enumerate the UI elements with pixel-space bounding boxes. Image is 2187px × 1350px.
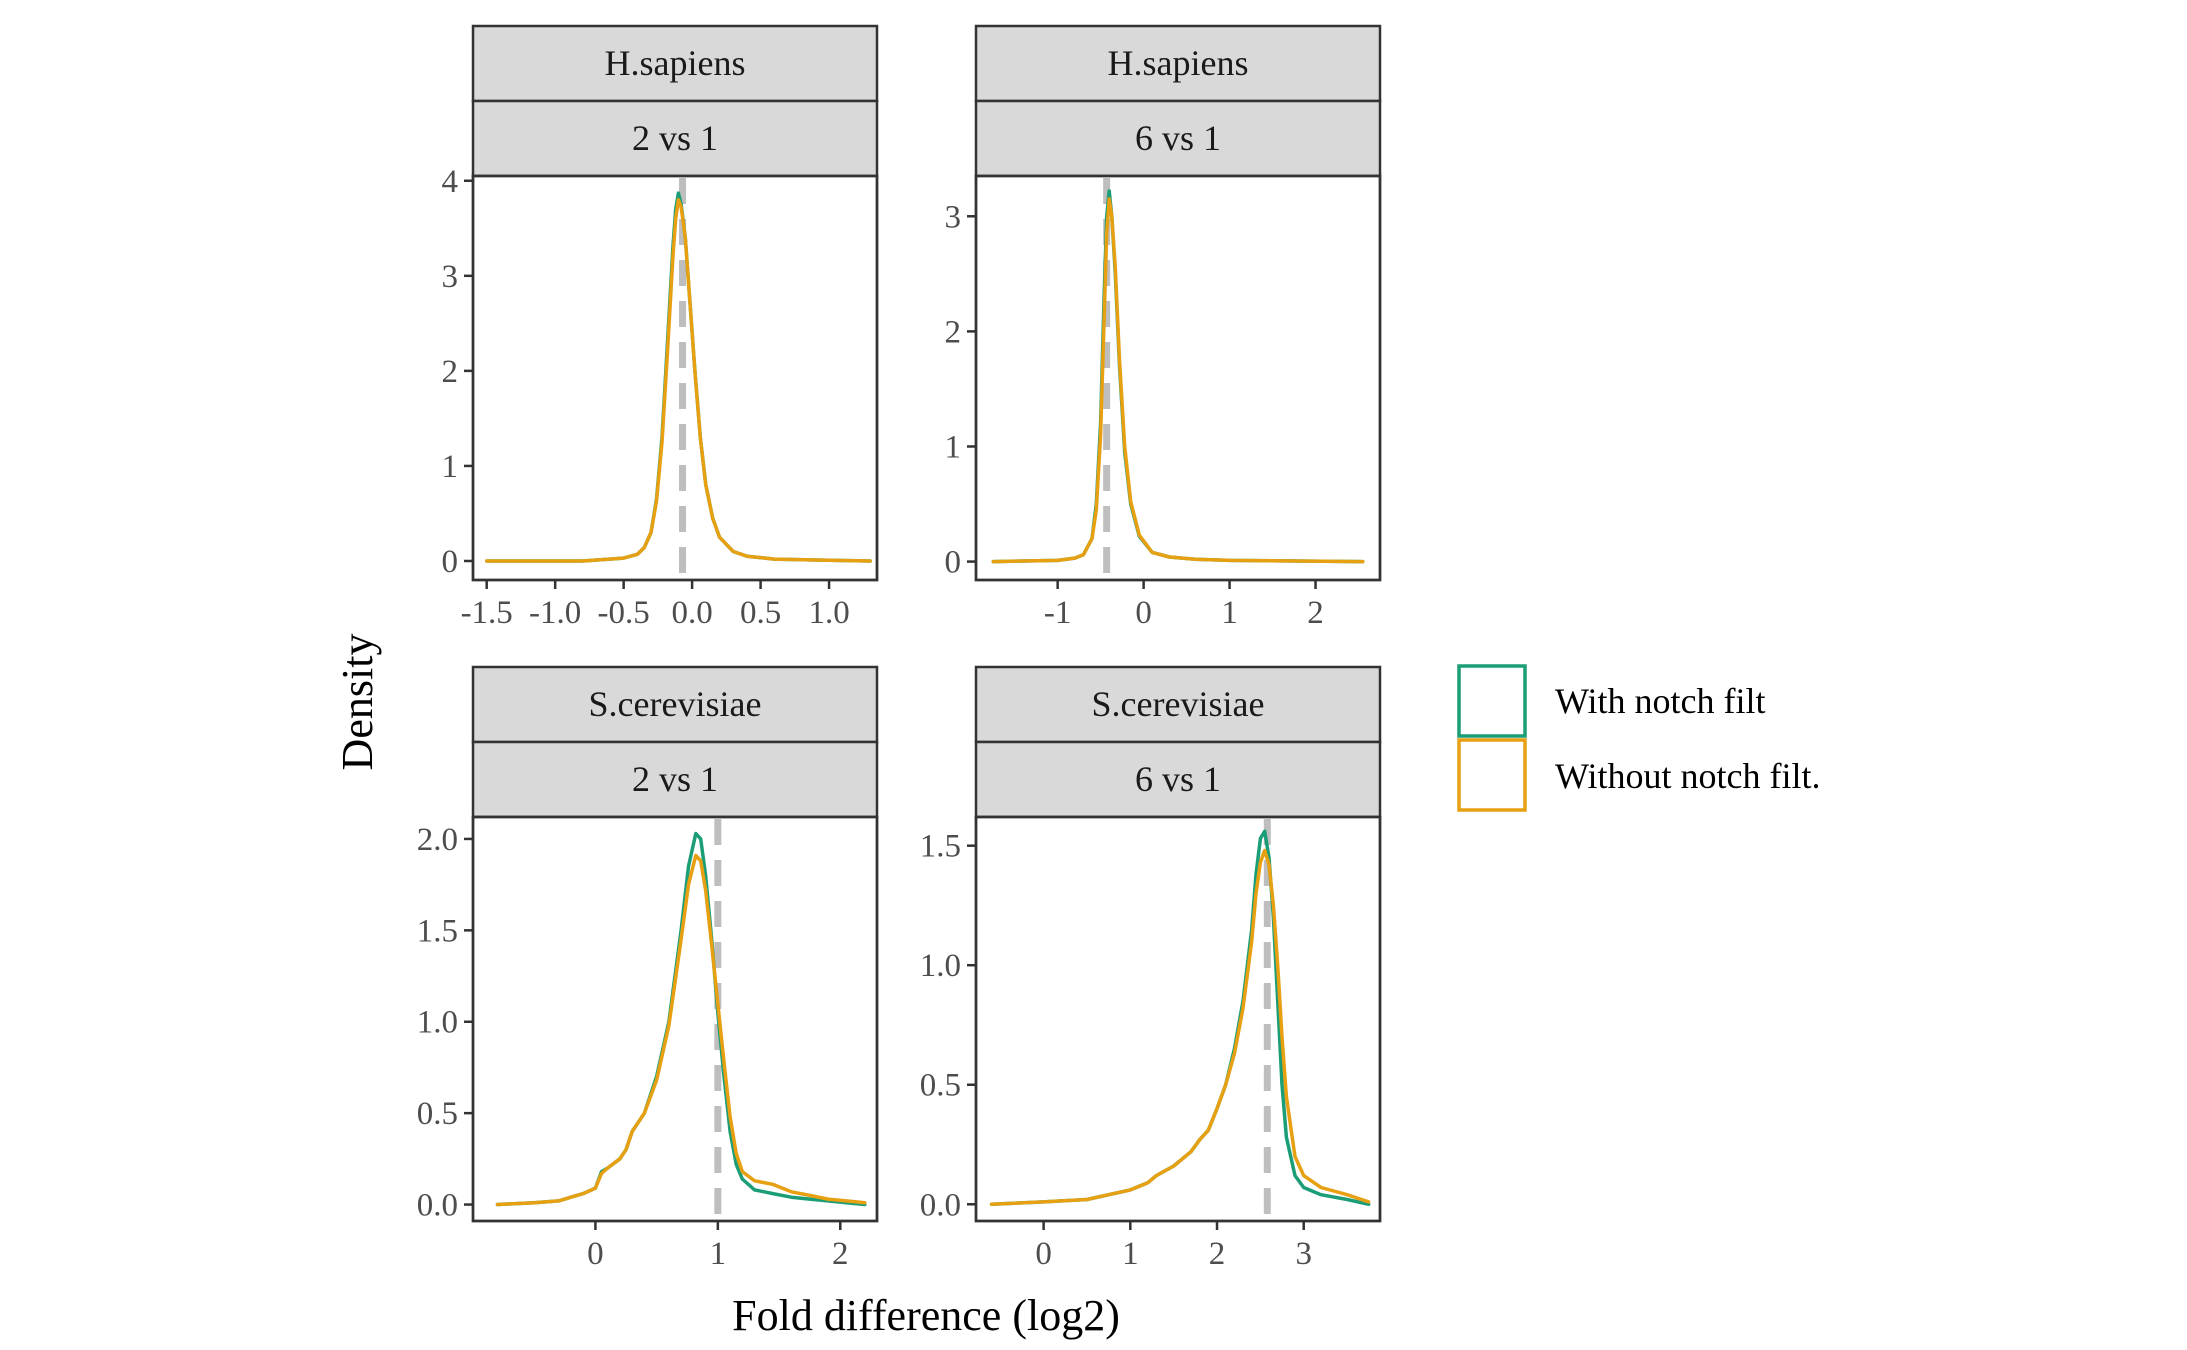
panel-border-sc-2v1 [471, 815, 879, 1223]
plot-area-sc-2v1 [471, 815, 879, 1223]
x-axis-title: Fold difference (log2) [732, 1291, 1120, 1340]
y-tick-label-sc-2v1-0: 0.0 [417, 1188, 458, 1224]
y-tick-label-sc-6v1-1: 0.5 [920, 1068, 961, 1104]
plot-area-hs-6v1 [974, 174, 1382, 582]
y-tick-label-hs-2v1-1: 1 [442, 449, 459, 485]
panel-hs-2v1: H.sapiens 2 vs 1 -1.5 -1.0 -0.5 0.0 0.5 1.0 0 1… [442, 24, 879, 631]
strip-comparison-hs-6v1: 6 vs 1 [1135, 118, 1221, 158]
strip-species-hs-6v1: H.sapiens [1108, 43, 1249, 83]
y-tick-label-hs-6v1-2: 2 [945, 314, 962, 350]
x-tick-label-hs-2v1-3: 0.0 [671, 595, 712, 631]
density-line-hs-2v1-without-notch [484, 198, 872, 563]
strip-species-hs-2v1: H.sapiens [605, 43, 746, 83]
y-tick-label-hs-2v1-0: 0 [442, 544, 459, 580]
legend-label-with-notch: With notch filt [1555, 681, 1766, 721]
panel-sc-2v1: S.cerevisiae 2 vs 1 0 1 2 0.0 0.5 1.0 1.5 2.0 [417, 665, 879, 1272]
x-tick-label-sc-6v1-2: 2 [1209, 1236, 1226, 1272]
density-line-hs-6v1-without-notch [991, 197, 1365, 564]
legend: With notch filt Without notch filt. [1457, 664, 1821, 812]
strip-bottom-hs-2v1 [471, 99, 879, 178]
panel-hs-6v1: H.sapiens 6 vs 1 -1 0 1 2 0 1 2 3 [945, 24, 1382, 631]
legend-key-without-notch [1457, 738, 1527, 812]
x-tick-label-hs-6v1-0: -1 [1044, 595, 1072, 631]
y-tick-label-sc-2v1-3: 1.5 [417, 913, 458, 949]
y-axis-title: Density [333, 634, 382, 771]
strip-top-hs-6v1 [974, 24, 1382, 103]
x-tick-label-hs-2v1-2: -0.5 [598, 595, 650, 631]
y-tick-label-sc-6v1-0: 0.0 [920, 1187, 961, 1223]
panel-border-sc-6v1 [974, 815, 1382, 1223]
y-tick-label-hs-6v1-1: 1 [945, 429, 962, 465]
x-tick-label-sc-2v1-0: 0 [587, 1236, 604, 1272]
strip-top-sc-6v1 [974, 665, 1382, 744]
y-tick-label-hs-2v1-3: 3 [442, 259, 459, 295]
y-tick-label-sc-6v1-3: 1.5 [920, 829, 961, 865]
legend-key-with-notch [1457, 664, 1527, 738]
y-tick-label-hs-2v1-4: 4 [442, 164, 459, 200]
panel-border-hs-2v1 [471, 174, 879, 582]
y-tick-label-sc-2v1-4: 2.0 [417, 822, 458, 858]
density-line-sc-2v1-without-notch [495, 853, 867, 1207]
x-tick-label-sc-6v1-3: 3 [1295, 1236, 1312, 1272]
strip-bottom-sc-2v1 [471, 740, 879, 819]
x-tick-label-sc-2v1-1: 1 [710, 1236, 727, 1272]
y-tick-label-sc-6v1-2: 1.0 [920, 948, 961, 984]
y-tick-label-hs-6v1-3: 3 [945, 199, 962, 235]
legend-label-without-notch: Without notch filt. [1555, 756, 1821, 796]
strip-species-sc-6v1: S.cerevisiae [1092, 684, 1265, 724]
x-tick-label-hs-2v1-5: 1.0 [808, 595, 849, 631]
strip-comparison-sc-2v1: 2 vs 1 [632, 759, 718, 799]
y-tick-label-sc-2v1-2: 1.0 [417, 1005, 458, 1041]
plot-area-sc-6v1 [974, 815, 1382, 1223]
strip-species-sc-2v1: S.cerevisiae [589, 684, 762, 724]
x-tick-label-hs-6v1-1: 0 [1135, 595, 1152, 631]
density-line-sc-6v1-without-notch [989, 848, 1371, 1207]
strip-comparison-sc-6v1: 6 vs 1 [1135, 759, 1221, 799]
y-tick-label-sc-2v1-1: 0.5 [417, 1096, 458, 1132]
x-tick-label-hs-2v1-0: -1.5 [461, 595, 513, 631]
x-tick-label-hs-6v1-2: 1 [1221, 595, 1238, 631]
strip-top-hs-2v1 [471, 24, 879, 103]
panel-border-hs-6v1 [974, 174, 1382, 582]
y-tick-label-hs-6v1-0: 0 [945, 545, 962, 581]
strip-bottom-sc-6v1 [974, 740, 1382, 819]
x-tick-label-sc-2v1-2: 2 [832, 1236, 849, 1272]
x-tick-label-sc-6v1-1: 1 [1122, 1236, 1139, 1272]
x-tick-label-hs-2v1-1: -1.0 [529, 595, 581, 631]
x-tick-label-hs-2v1-4: 0.5 [740, 595, 781, 631]
strip-comparison-hs-2v1: 2 vs 1 [632, 118, 718, 158]
x-tick-label-hs-6v1-3: 2 [1307, 595, 1324, 631]
strip-top-sc-2v1 [471, 665, 879, 744]
y-tick-label-hs-2v1-2: 2 [442, 354, 459, 390]
x-tick-label-sc-6v1-0: 0 [1035, 1236, 1052, 1272]
panel-sc-6v1: S.cerevisiae 6 vs 1 0 1 2 3 0.0 0.5 1.0 1.5 [920, 665, 1382, 1272]
